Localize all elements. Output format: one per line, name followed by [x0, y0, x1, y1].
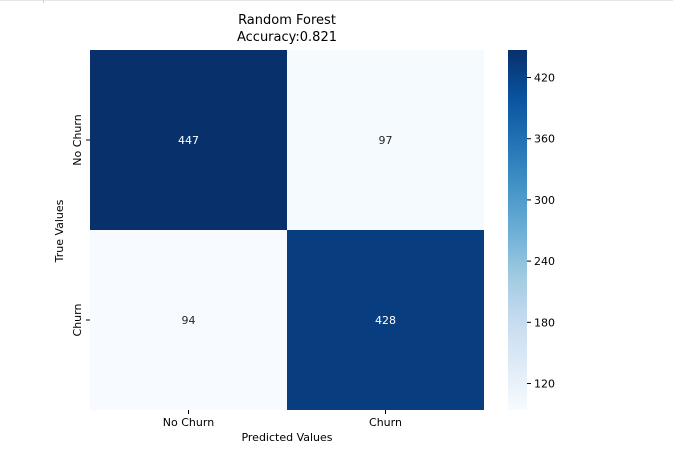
heatmap-cell-value: 97: [379, 134, 393, 147]
colorbar-tick-label: 360: [534, 133, 555, 146]
heatmap-cell: [90, 50, 287, 230]
y-tick-label: No Churn: [71, 114, 84, 165]
heatmap-cell: [90, 230, 287, 410]
heatmap-cell-value: 428: [375, 314, 396, 327]
heatmap-cell: [287, 50, 484, 230]
heatmap-cell-value: 94: [182, 314, 196, 327]
x-tick-label: Churn: [369, 416, 402, 429]
y-axis-ticks: No Churn Churn: [71, 114, 90, 336]
x-axis-label: Predicted Values: [241, 431, 332, 444]
colorbar-tick-label: 240: [534, 255, 555, 268]
colorbar-tick-label: 180: [534, 316, 555, 329]
colorbar-tick-label: 420: [534, 72, 555, 85]
heatmap-cell-value: 447: [178, 134, 199, 147]
chart-title: Random Forest: [238, 13, 336, 28]
y-tick-label: Churn: [71, 304, 84, 337]
colorbar-tick-label: 120: [534, 377, 555, 390]
colorbar-ticks: 120 180 240 300 360 420: [527, 72, 555, 390]
colorbar-tick-label: 300: [534, 194, 555, 207]
x-axis-ticks: No Churn Churn: [163, 410, 402, 429]
y-axis-label: True Values: [53, 199, 66, 263]
heatmap-cells: 447 97 94 428: [90, 50, 484, 410]
heatmap-cell: [287, 230, 484, 410]
colorbar: [508, 50, 527, 410]
x-tick-label: No Churn: [163, 416, 214, 429]
notebook-cell-border: [0, 0, 673, 3]
chart-subtitle: Accuracy:0.821: [237, 30, 337, 45]
